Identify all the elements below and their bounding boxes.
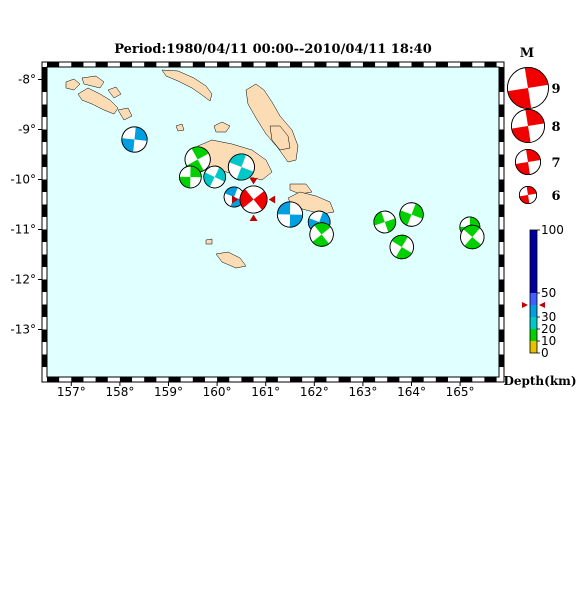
earthquake-beachball [309, 222, 334, 247]
magnitude-legend-header: M [520, 46, 534, 61]
depth-scale-band [530, 305, 537, 317]
island-new-georgia [77, 87, 119, 115]
latitude-tick-label: -13° [10, 323, 36, 337]
earthquake-beachball [399, 202, 424, 227]
latitude-tick-label: -12° [10, 273, 36, 287]
island-rennell [215, 251, 247, 269]
longitude-tick-label: 158° [105, 385, 134, 399]
depth-unit-label: Depth(km) [503, 374, 576, 388]
earthquake-beachball [239, 185, 268, 214]
magnitude-legend-label: 8 [551, 120, 560, 135]
depth-scale-label: 20 [541, 322, 556, 336]
earthquake-beachball [373, 210, 397, 234]
island-vella [107, 86, 122, 99]
magnitude-legend-label: 6 [551, 189, 560, 204]
mainshock-markers [231, 177, 276, 222]
earthquake-beachball [203, 165, 226, 189]
longitude-tick-label: 162° [300, 385, 329, 399]
island-bougainville-south [81, 75, 105, 89]
triangle-marker-icon [249, 177, 258, 185]
magnitude-legend: M 9 8 7 6 [507, 46, 561, 205]
earthquake-beachball [227, 153, 255, 181]
depth-scale-label: 0 [541, 346, 549, 360]
longitude-tick-label: 159° [154, 385, 183, 399]
magnitude-legend-beachball [514, 148, 542, 176]
magnitude-legend-beachball [511, 109, 545, 143]
longitude-tick-label: 157° [57, 385, 86, 399]
magnitude-legend-beachball [518, 185, 538, 205]
island-bellona [205, 238, 213, 245]
earthquake-beachball [179, 165, 202, 189]
latitude-labels: -8° -9° -10° -11° -12° -13° [10, 73, 36, 337]
depth-scale-band [530, 317, 537, 329]
latitude-tick-label: -10° [10, 173, 36, 187]
longitude-tick-label: 165° [446, 385, 475, 399]
longitude-tick-label: 164° [397, 385, 426, 399]
island-shortland [65, 78, 81, 91]
depth-scale-label: 50 [541, 286, 556, 300]
longitude-labels: 157° 158° 159° 160° 161° 162° 163° 164° 165° [57, 385, 475, 399]
triangle-marker-icon [231, 195, 239, 204]
depth-marker-icon [539, 302, 545, 308]
magnitude-legend-beachball [507, 67, 549, 109]
magnitude-legend-label: 9 [551, 82, 560, 97]
latitude-tick-label: -9° [18, 123, 36, 137]
island-small-2 [289, 183, 313, 195]
longitude-tick-label: 161° [251, 385, 280, 399]
island-florida [213, 121, 231, 133]
earthquake-beachball [460, 224, 485, 250]
longitude-tick-label: 163° [348, 385, 377, 399]
latitude-tick-label: -8° [18, 73, 36, 87]
earthquake-beachball [276, 201, 304, 228]
island-kolombangara [117, 107, 133, 121]
earthquake-events [121, 126, 485, 260]
depth-scale-label: 30 [541, 310, 556, 324]
island-small-1 [175, 123, 185, 132]
depth-scale-band [530, 230, 537, 293]
longitude-tick-label: 160° [203, 385, 232, 399]
earthquake-beachball [121, 126, 148, 153]
depth-scale-label: 100 [541, 223, 564, 237]
depth-marker-icon [522, 302, 528, 308]
earthquake-beachball [389, 234, 414, 260]
triangle-marker-icon [249, 214, 258, 222]
island-malaita [269, 125, 291, 151]
depth-scale-band [530, 341, 537, 353]
depth-scale-label: 10 [541, 334, 556, 348]
triangle-marker-icon [268, 195, 276, 204]
map-grid-ticks [38, 79, 461, 386]
map-title: Period:1980/04/11 00:00--2010/04/11 18:4… [114, 42, 432, 57]
map-frame [41, 61, 505, 383]
island-choiseul [161, 69, 213, 102]
depth-scale-band [530, 293, 537, 305]
depth-scale-band [530, 329, 537, 341]
latitude-tick-label: -11° [10, 223, 36, 237]
magnitude-legend-label: 7 [551, 156, 560, 171]
